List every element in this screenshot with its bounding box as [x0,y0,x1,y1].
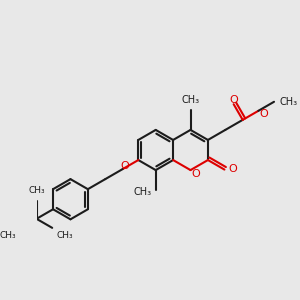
Text: CH₃: CH₃ [57,230,74,239]
Text: CH₃: CH₃ [28,186,45,195]
Text: O: O [260,109,268,119]
Text: O: O [229,164,238,174]
Text: O: O [229,95,238,105]
Text: O: O [192,169,200,179]
Text: O: O [120,161,129,171]
Text: CH₃: CH₃ [182,95,200,105]
Text: CH₃: CH₃ [0,230,16,239]
Text: CH₃: CH₃ [133,187,151,197]
Text: CH₃: CH₃ [279,97,298,107]
